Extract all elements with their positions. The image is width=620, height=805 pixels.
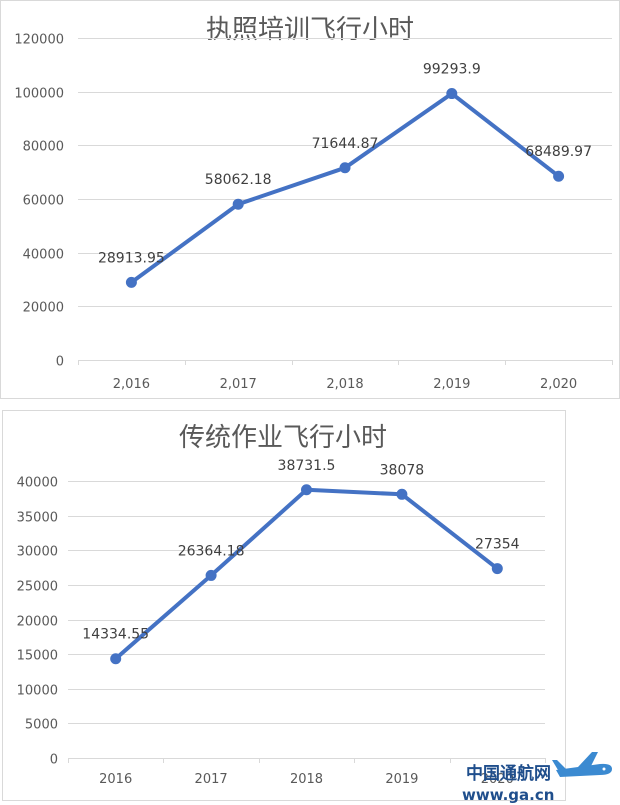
y-tick-label: 15000 [17,649,58,664]
x-tick-labels: 2,016 2,017 2,018 2,019 2,020 [113,377,577,392]
y-tick-label: 25000 [17,580,58,595]
data-point [553,170,565,182]
y-tick-label: 60000 [23,194,64,209]
y-tick-label: 20000 [17,615,58,630]
x-tick-label: 2020 [481,772,514,787]
chart-panel-training: 执照培训飞行小时 0 20000 40000 60000 80000 100000 1200… [0,0,620,399]
data-label: 38731.5 [278,458,336,474]
y-tick-label: 5000 [25,718,58,733]
series [125,88,565,288]
data-label: 26364.18 [178,543,245,559]
y-tick-label: 0 [56,355,64,370]
y-tick-label: 40000 [17,476,58,491]
y-tick-label: 0 [50,753,58,768]
airplane-icon [552,752,612,777]
chart-title: 执照培训飞行小时 [206,15,414,45]
data-point [110,653,122,665]
data-label: 68489.97 [525,144,592,160]
data-label: 71644.87 [312,136,379,152]
data-point [301,484,312,496]
data-label: 38078 [380,462,425,478]
chart-panel-traditional: 传统作业飞行小时 0 5000 10000 15000 20000 25000 30000 3… [2,410,566,801]
data-label: 27354 [475,537,520,553]
data-point [125,276,137,288]
x-tick-labels: 2016 2017 2018 2019 2020 [99,772,514,787]
x-tick-label: 2017 [195,772,228,787]
x-tick-label: 2018 [290,772,323,787]
y-tick-label: 80000 [23,140,64,155]
y-tick-label: 40000 [23,248,64,263]
y-tick-labels: 0 20000 40000 60000 80000 100000 120000 [14,33,64,370]
data-point [232,198,244,210]
x-tick-label: 2,017 [220,377,257,392]
data-point [205,569,217,581]
x-tick-label: 2,020 [540,377,577,392]
watermark-name: 中国通航网 [466,763,551,784]
y-tick-label: 20000 [23,301,64,316]
data-label: 99293.9 [423,62,481,78]
y-tick-label: 100000 [14,87,64,102]
data-label: 14334.55 [82,627,149,643]
watermark-url: www.ga.cn [462,786,554,804]
y-tick-labels: 0 5000 10000 15000 20000 25000 30000 35000 40000 [17,476,58,768]
y-tick-label: 35000 [17,511,58,526]
x-tick-label: 2,018 [326,377,363,392]
watermark-logo: 中国通航网 www.ga.cn [462,752,612,804]
data-label: 28913.95 [98,250,165,266]
x-tick-label: 2019 [385,772,418,787]
y-tick-label: 30000 [17,545,58,560]
gridlines [78,38,613,365]
data-point [491,563,503,575]
y-tick-label: 10000 [17,684,58,699]
x-tick-label: 2,016 [113,377,150,392]
data-point [396,488,408,500]
gridlines [68,481,546,763]
chart-title: 传统作业飞行小时 [179,423,387,453]
data-point [339,162,351,174]
x-tick-label: 2,019 [433,377,470,392]
data-labels: 14334.55 26364.18 38731.5 38078 27354 [82,458,519,643]
data-label: 58062.18 [205,172,272,188]
data-point [446,88,458,100]
series [110,484,503,665]
chart-panel-border [2,410,566,801]
y-tick-label: 120000 [14,33,64,48]
x-tick-label: 2016 [99,772,132,787]
data-labels: 28913.95 58062.18 71644.87 99293.9 68489.97 [98,62,592,267]
